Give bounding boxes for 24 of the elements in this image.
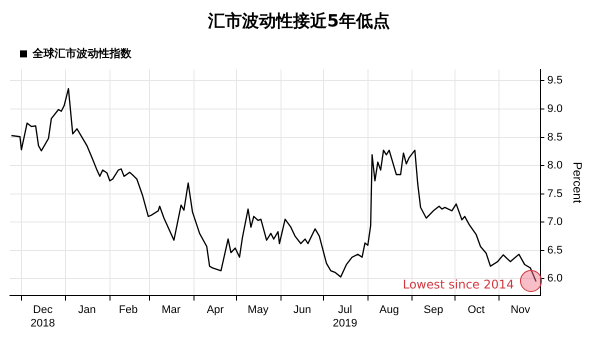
- chart-title: 汇市波动性接近5年低点: [207, 12, 390, 32]
- x-tick-label: Oct: [468, 304, 485, 316]
- x-tick-label: Aug: [379, 304, 399, 316]
- y-tick-label: 9.5: [547, 74, 563, 87]
- y-tick-label: 8.5: [547, 131, 563, 144]
- x-tick-label: Mar: [162, 304, 181, 316]
- y-tick-label: 6.0: [547, 272, 563, 285]
- y-tick-label: 7.5: [547, 188, 563, 200]
- x-tick-label: Sep: [424, 304, 444, 316]
- x-tick-label: May: [248, 304, 269, 316]
- y-tick-label: 7.0: [547, 216, 563, 228]
- x-tick-label: Dec 2018: [30, 304, 56, 330]
- x-tick-label: Feb: [118, 304, 138, 316]
- y-tick-label: 6.5: [547, 244, 563, 256]
- annotation: Lowest since 2014: [402, 278, 514, 292]
- y-axis-title: Percent: [570, 162, 584, 204]
- x-tick-label: Jun: [293, 304, 312, 316]
- x-tick-label: Apr: [206, 304, 224, 316]
- x-tick-label: Jul 2019: [332, 304, 358, 330]
- y-tick-label: 8.0: [547, 160, 563, 172]
- legend-label: 全球汇市波动性指数: [32, 46, 132, 60]
- y-tick-label: 9.0: [547, 103, 563, 116]
- x-tick-label: Nov: [510, 304, 531, 316]
- x-tick-label: Jan: [78, 304, 96, 316]
